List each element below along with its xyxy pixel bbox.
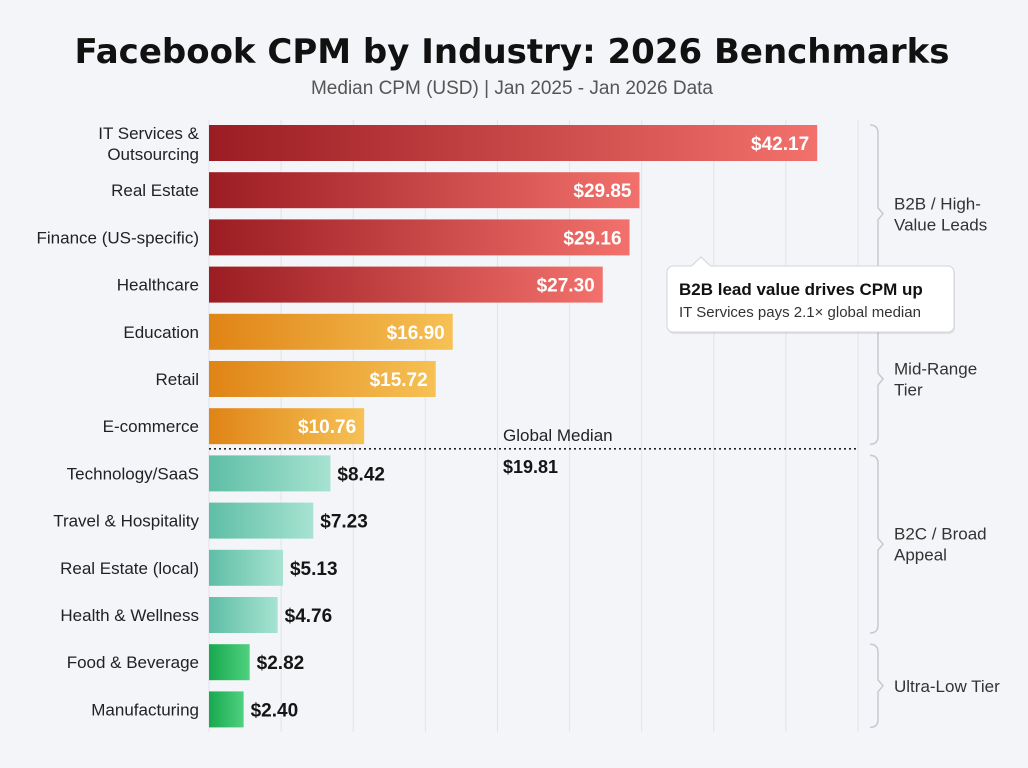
tier-label: B2C / Broad Appeal <box>894 525 987 565</box>
callout-title: B2B lead value drives CPM up <box>679 280 923 299</box>
value-label: $7.23 <box>320 512 368 533</box>
bar <box>209 455 331 492</box>
tier-label: Ultra-Low Tier <box>894 677 1000 696</box>
bars <box>209 125 818 728</box>
category-label: Technology/SaaS <box>67 464 199 483</box>
category-label: Education <box>123 323 199 342</box>
value-label: $5.13 <box>290 559 338 580</box>
bar <box>209 644 250 681</box>
category-label: Retail <box>156 370 199 389</box>
category-label: IT Services & Outsourcing <box>98 124 199 164</box>
bar <box>209 172 640 209</box>
tier-label: B2B / High-Value Leads <box>894 194 987 234</box>
bar <box>209 691 244 728</box>
value-label: $2.82 <box>257 653 305 674</box>
value-label: $8.42 <box>337 464 385 485</box>
value-label: $27.30 <box>537 276 595 297</box>
bar <box>209 597 278 633</box>
median-label: Global Median <box>503 426 613 445</box>
category-label: Real Estate <box>111 181 199 200</box>
category-label: Healthcare <box>117 276 199 295</box>
value-label: $29.16 <box>563 228 621 249</box>
callout-pointer-mask <box>692 265 710 268</box>
bar <box>209 219 630 256</box>
category-label: Travel & Hospitality <box>53 512 199 531</box>
category-label: Finance (US-specific) <box>37 228 200 247</box>
category-label: Health & Wellness <box>60 606 199 625</box>
value-label: $16.90 <box>387 323 445 344</box>
category-labels: IT Services & Outsourcing Real Estate Finan… <box>37 124 200 719</box>
bar <box>209 125 818 161</box>
annotation-callout: B2B lead value drives CPM up IT Services … <box>666 256 955 334</box>
value-labels: $42.17 $29.85 $29.16 $27.30 $16.90 $15.72 $10.… <box>251 134 810 721</box>
chart-title: Facebook CPM by Industry: 2026 Benchmark… <box>74 32 949 72</box>
value-label: $4.76 <box>285 606 333 627</box>
value-label: $2.40 <box>251 700 299 721</box>
bar <box>209 266 603 303</box>
callout-text: IT Services pays 2.1× global median <box>679 304 921 321</box>
tier-brackets: B2B / High-Value Leads Mid-Range Tier B2C /… <box>869 124 1000 729</box>
value-label: $15.72 <box>370 370 428 391</box>
chart-subtitle: Median CPM (USD) | Jan 2025 - Jan 2026 D… <box>311 78 713 99</box>
value-label: $42.17 <box>751 134 809 155</box>
category-label: Food & Beverage <box>67 653 199 672</box>
bar <box>209 361 436 397</box>
bar <box>209 549 283 586</box>
bar <box>209 408 365 445</box>
bar <box>209 313 453 350</box>
callout-box <box>666 265 955 333</box>
value-label: $29.85 <box>573 181 632 202</box>
callout-pointer <box>690 256 712 267</box>
category-label: Real Estate (local) <box>60 559 199 578</box>
tier-bracket <box>869 454 884 634</box>
category-label: E-commerce <box>103 417 199 436</box>
tier-label: Mid-Range Tier <box>894 360 977 400</box>
category-label: Manufacturing <box>91 700 199 719</box>
bar <box>209 502 314 539</box>
median-value: $19.81 <box>503 457 558 477</box>
tier-bracket <box>869 643 884 729</box>
value-label: $10.76 <box>298 417 356 438</box>
median-line-group: Global Median $19.81 <box>209 426 858 477</box>
